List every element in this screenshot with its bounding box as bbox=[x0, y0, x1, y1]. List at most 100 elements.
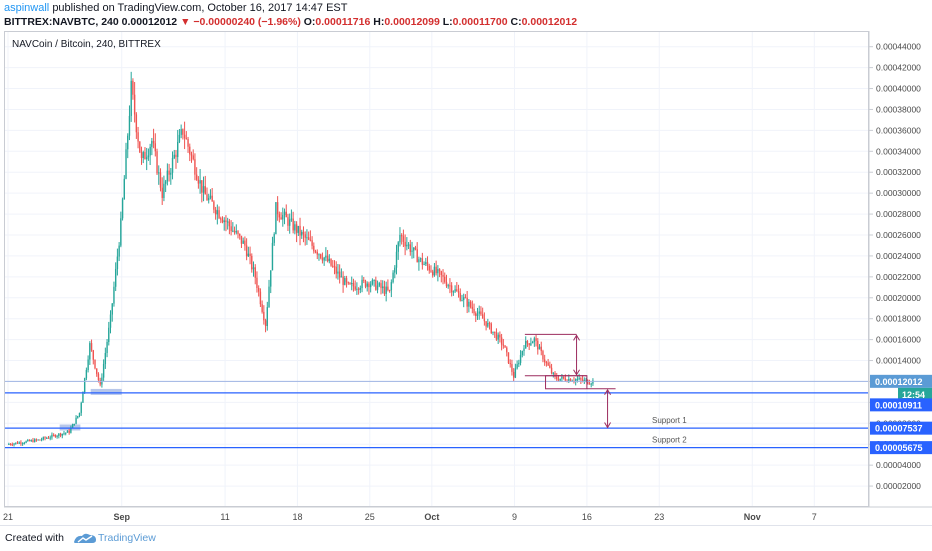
down-arrow-icon: ▼ bbox=[180, 16, 191, 28]
candle-body bbox=[264, 320, 267, 326]
candle-body bbox=[59, 433, 62, 436]
drawn-lines[interactable]: Support 1 Support 2 bbox=[5, 333, 868, 449]
price-tick-label: 0.00036000 bbox=[876, 125, 921, 135]
candle-body bbox=[449, 285, 451, 287]
price-tick-label: 0.00028000 bbox=[876, 209, 921, 219]
candle-body bbox=[58, 433, 60, 436]
candle-body bbox=[518, 362, 520, 365]
candle-body bbox=[221, 219, 224, 223]
candle-body bbox=[311, 240, 313, 246]
countdown-badge bbox=[898, 387, 932, 401]
candle-body bbox=[326, 255, 329, 262]
candle-body bbox=[359, 288, 362, 290]
candle-body bbox=[407, 244, 410, 246]
time-axis-bg bbox=[0, 507, 869, 525]
candle-body bbox=[20, 442, 22, 444]
candle-body bbox=[356, 288, 358, 290]
candle-body bbox=[276, 202, 279, 215]
footer: Created with TradingView bbox=[0, 525, 932, 551]
candle-body bbox=[345, 278, 348, 283]
author-link[interactable]: aspinwall bbox=[4, 2, 50, 14]
candle-body bbox=[320, 254, 322, 258]
candle-body bbox=[385, 286, 387, 294]
candle-body bbox=[461, 300, 463, 302]
candle-body bbox=[549, 365, 551, 368]
low-value: 0.00011700 bbox=[452, 16, 508, 28]
candle-body bbox=[116, 256, 119, 269]
candle-body bbox=[144, 152, 146, 160]
candles[interactable] bbox=[8, 71, 594, 447]
highlight-zone bbox=[90, 388, 122, 395]
candle-body bbox=[263, 311, 265, 321]
candle-body bbox=[177, 141, 179, 158]
price-tick-label: 0.00002000 bbox=[876, 481, 921, 491]
tradingview-brand[interactable]: TradingView bbox=[98, 532, 156, 544]
candle-body bbox=[290, 218, 293, 220]
candle-body bbox=[583, 379, 586, 381]
arrow-down-icon bbox=[573, 369, 580, 376]
candle-body bbox=[280, 217, 282, 220]
candle-body bbox=[307, 237, 310, 240]
candle-body bbox=[338, 271, 341, 278]
price-tick-label: 0.00024000 bbox=[876, 251, 921, 261]
candle-body bbox=[561, 376, 563, 379]
candle-body bbox=[190, 154, 193, 156]
candle-body bbox=[164, 181, 167, 184]
candle-body bbox=[106, 341, 108, 353]
candle-body bbox=[578, 378, 580, 380]
candle-body bbox=[204, 186, 206, 195]
candle-body bbox=[78, 412, 81, 417]
candle-body bbox=[15, 442, 17, 444]
candle-body bbox=[400, 234, 403, 237]
candle-body bbox=[156, 151, 158, 174]
candle-body bbox=[373, 279, 375, 281]
candle-body bbox=[80, 402, 82, 413]
candle-body bbox=[483, 318, 486, 322]
candle-body bbox=[235, 231, 237, 233]
candle-body bbox=[471, 306, 474, 309]
candle-body bbox=[23, 442, 26, 444]
candle-body bbox=[292, 218, 294, 231]
candle-body bbox=[411, 250, 413, 252]
candle-body bbox=[366, 283, 368, 287]
candle-body bbox=[330, 258, 332, 266]
candle-body bbox=[576, 379, 579, 381]
candle-body bbox=[426, 262, 429, 266]
support-badge-text: 0.00005675 bbox=[875, 443, 923, 453]
candle-body bbox=[394, 267, 396, 273]
candle-body bbox=[9, 444, 12, 446]
candle-body bbox=[49, 437, 51, 439]
candle-body bbox=[492, 331, 494, 334]
candle-body bbox=[51, 434, 53, 438]
candle-body bbox=[152, 140, 155, 144]
candle-body bbox=[145, 157, 148, 160]
candle-body bbox=[354, 286, 356, 290]
candle-body bbox=[61, 433, 63, 436]
candle-body bbox=[194, 159, 196, 175]
candle-body bbox=[123, 178, 125, 200]
candle-body bbox=[68, 430, 70, 433]
candle-body bbox=[316, 251, 318, 255]
candle-body bbox=[395, 251, 398, 268]
candle-body bbox=[590, 383, 592, 385]
countdown-text: 12:54 bbox=[902, 390, 925, 400]
candle-body bbox=[247, 253, 250, 257]
candle-body bbox=[113, 286, 115, 304]
candle-body bbox=[512, 371, 515, 378]
candle-body bbox=[473, 308, 475, 314]
last-value: 0.00012012 bbox=[121, 16, 178, 28]
candle-body bbox=[178, 134, 181, 142]
candle-body bbox=[494, 331, 496, 333]
candle-body bbox=[242, 240, 244, 244]
candle-body bbox=[90, 343, 93, 351]
time-axis[interactable]: 21 Sep 11 18 25 Oct 9 16 23 Nov 7 bbox=[0, 506, 932, 525]
candle-body bbox=[423, 263, 425, 265]
arrow-up-icon bbox=[604, 388, 611, 396]
candle-body bbox=[335, 266, 337, 274]
candle-body bbox=[261, 304, 263, 312]
candle-body bbox=[40, 439, 43, 441]
candle-body bbox=[44, 437, 46, 439]
price-axis[interactable]: 0.000020000.000040000.000060000.00008000… bbox=[868, 31, 932, 507]
candle-body bbox=[533, 338, 536, 343]
